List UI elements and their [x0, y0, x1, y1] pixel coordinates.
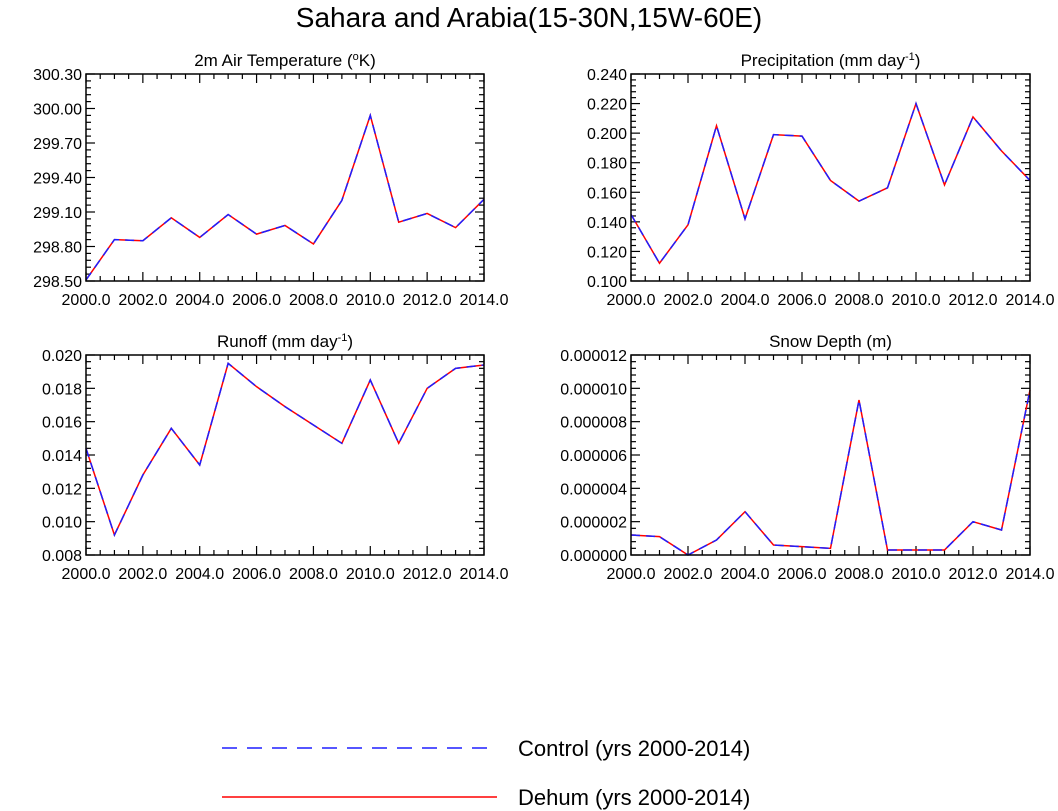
y-tick-label: 0.000006	[560, 448, 627, 465]
plot-frame	[630, 354, 1031, 556]
series-line-control	[630, 101, 1031, 265]
panel-title: 2m Air Temperature (oK)	[194, 51, 376, 70]
panel-title: Snow Depth (m)	[769, 332, 892, 351]
legend: Control (yrs 2000-2014) Dehum (yrs 2000-2…	[222, 736, 750, 810]
x-tick-label: 2008.0	[835, 566, 884, 583]
x-tick-label: 2004.0	[721, 292, 770, 309]
x-tick-label: 2004.0	[175, 292, 224, 309]
series-line-control	[85, 112, 485, 281]
panel-title-superscript: -1	[905, 51, 915, 63]
x-tick-label: 2006.0	[778, 566, 827, 583]
panel-title-text: Runoff (mm day	[217, 332, 338, 351]
y-tick-label: 300.00	[33, 102, 82, 119]
y-tick-label: 0.120	[587, 244, 627, 261]
y-tick-label: 0.200	[587, 126, 627, 143]
x-tick-label: 2008.0	[835, 292, 884, 309]
panel-title-text: Precipitation (mm day	[741, 51, 906, 70]
y-tick-label: 0.180	[587, 156, 627, 173]
panel-title-text-end: K)	[359, 51, 376, 70]
x-tick-label: 2006.0	[232, 292, 281, 309]
panel-title-superscript: o	[353, 51, 359, 63]
plot-frame	[85, 354, 485, 556]
series-line-control	[630, 389, 1031, 556]
y-tick-label: 0.016	[42, 415, 82, 432]
y-tick-label: 0.000004	[560, 481, 627, 498]
x-tick-label: 2000.0	[62, 566, 111, 583]
x-tick-label: 2014.0	[1006, 566, 1055, 583]
y-tick-label: 0.000008	[560, 415, 627, 432]
x-tick-label: 2010.0	[892, 566, 941, 583]
x-tick-label: 2012.0	[403, 566, 452, 583]
y-tick-label: 0.220	[587, 97, 627, 114]
panel-title-text-end: )	[347, 332, 353, 351]
x-tick-label: 2004.0	[175, 566, 224, 583]
x-tick-label: 2008.0	[289, 566, 338, 583]
x-tick-label: 2008.0	[289, 292, 338, 309]
y-tick-label: 0.100	[587, 274, 627, 291]
x-tick-label: 2010.0	[346, 292, 395, 309]
x-tick-label: 2002.0	[118, 566, 167, 583]
y-tick-label: 299.70	[33, 136, 82, 153]
panel-2: Precipitation (mm day-1) 2000.0 2002.0 2004…	[587, 51, 1055, 309]
x-tick-label: 2012.0	[949, 566, 998, 583]
y-tick-label: 0.160	[587, 185, 627, 202]
y-tick-label: 0.000002	[560, 515, 627, 532]
plot-frame	[630, 73, 1031, 282]
legend-label-control: Control (yrs 2000-2014)	[518, 736, 750, 761]
y-tick-label: 0.000000	[560, 548, 627, 565]
x-tick-label: 2014.0	[460, 566, 509, 583]
x-tick-label: 2010.0	[346, 566, 395, 583]
y-tick-label: 299.40	[33, 171, 82, 188]
y-tick-label: 298.50	[33, 274, 82, 291]
figure-title: Sahara and Arabia(15-30N,15W-60E)	[295, 2, 763, 33]
y-tick-label: 0.010	[42, 515, 82, 532]
panel-title: Runoff (mm day-1)	[217, 332, 353, 351]
series-line-dehum	[630, 101, 1031, 265]
panel-4: Snow Depth (m) 2000.0 2002.0 2004.0 2006.0 20…	[560, 332, 1054, 583]
panel-title-superscript: -1	[338, 332, 348, 344]
y-tick-label: 0.240	[587, 67, 627, 84]
y-tick-label: 0.018	[42, 381, 82, 398]
x-tick-label: 2004.0	[721, 566, 770, 583]
x-tick-label: 2012.0	[403, 292, 452, 309]
legend-label-dehum: Dehum (yrs 2000-2014)	[518, 785, 750, 810]
panel-title-text: Snow Depth (m)	[769, 332, 892, 351]
panel-3: Runoff (mm day-1) 2000.0 2002.0 2004.0 2006.…	[42, 332, 509, 583]
series-line-dehum	[85, 112, 485, 281]
x-tick-label: 2000.0	[607, 292, 656, 309]
y-tick-label: 0.014	[42, 448, 82, 465]
x-tick-label: 2010.0	[892, 292, 941, 309]
x-tick-label: 2014.0	[1006, 292, 1055, 309]
y-tick-label: 0.000010	[560, 381, 627, 398]
y-tick-label: 299.10	[33, 205, 82, 222]
y-tick-label: 0.000012	[560, 348, 627, 365]
series-line-dehum	[85, 362, 485, 538]
x-tick-label: 2014.0	[460, 292, 509, 309]
x-tick-label: 2002.0	[664, 566, 713, 583]
x-tick-label: 2012.0	[949, 292, 998, 309]
x-tick-label: 2006.0	[778, 292, 827, 309]
x-tick-label: 2006.0	[232, 566, 281, 583]
series-line-control	[85, 362, 485, 538]
y-tick-label: 0.020	[42, 348, 82, 365]
x-tick-label: 2002.0	[118, 292, 167, 309]
series-line-dehum	[630, 389, 1031, 556]
y-tick-label: 300.30	[33, 67, 82, 84]
panel-title: Precipitation (mm day-1)	[741, 51, 921, 70]
panel-1: 2m Air Temperature (oK) 2000.0 2002.0 2004.…	[33, 51, 509, 309]
panel-title-text: 2m Air Temperature (	[194, 51, 353, 70]
plot-frame	[85, 73, 485, 282]
x-tick-label: 2000.0	[607, 566, 656, 583]
x-tick-label: 2002.0	[664, 292, 713, 309]
y-tick-label: 0.012	[42, 481, 82, 498]
y-tick-label: 298.80	[33, 240, 82, 257]
y-tick-label: 0.008	[42, 548, 82, 565]
x-tick-label: 2000.0	[62, 292, 111, 309]
panel-title-text-end: )	[915, 51, 921, 70]
y-tick-label: 0.140	[587, 215, 627, 232]
